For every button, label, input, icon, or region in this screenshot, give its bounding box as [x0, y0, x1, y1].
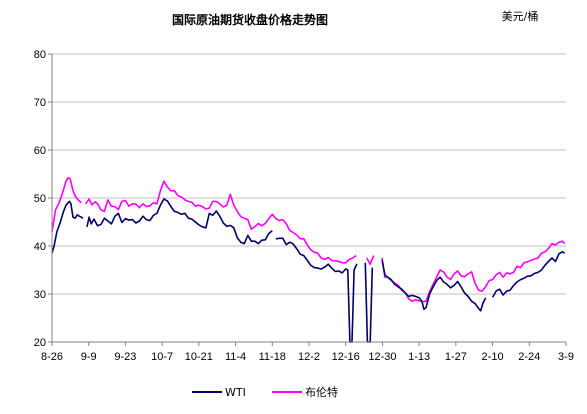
y-tick-label: 70	[34, 97, 46, 109]
y-tick-label: 80	[34, 49, 46, 61]
x-tick-label: 12-30	[368, 351, 396, 363]
x-tick-label: 9-9	[81, 351, 97, 363]
x-tick-label: 1-13	[408, 351, 430, 363]
x-tick-label: 2-10	[482, 351, 504, 363]
y-tick-label: 50	[34, 193, 46, 205]
y-tick-label: 20	[34, 337, 46, 349]
legend-label-wti: WTI	[225, 386, 246, 399]
y-tick-label: 30	[34, 289, 46, 301]
x-tick-label: 10-21	[185, 351, 213, 363]
series-layer	[51, 177, 566, 343]
x-tick-label: 11-4	[225, 351, 246, 363]
y-tick-label: 60	[34, 145, 46, 157]
legend: WTI 布伦特	[192, 385, 338, 399]
chart-title: 国际原油期货收盘价格走势图	[172, 12, 328, 27]
x-tick-label: 12-2	[298, 351, 320, 363]
y-tick-label: 40	[34, 241, 46, 253]
series-line-brent	[51, 177, 566, 303]
series-line-wti	[51, 198, 566, 343]
x-tick-label: 2-24	[518, 351, 540, 363]
x-tick-label: 3-9	[558, 351, 574, 363]
grid-lines	[52, 53, 566, 295]
legend-label-brent: 布伦特	[305, 385, 338, 399]
x-tick-label: 9-23	[114, 351, 136, 363]
x-tick-label: 1-27	[445, 351, 467, 363]
unit-label: 美元/桶	[502, 9, 539, 23]
x-tick-label: 8-26	[41, 351, 63, 363]
x-axis-ticks: 8-26 9-9 9-23 10-7 10-21 11-4 11-18 12-2 12-16 12…	[41, 342, 574, 363]
x-tick-label: 10-7	[151, 351, 173, 363]
y-axis-ticks: 20 30 40 50 60 70 80	[34, 49, 52, 349]
x-tick-label: 12-16	[332, 351, 360, 363]
x-tick-label: 11-18	[259, 351, 286, 363]
